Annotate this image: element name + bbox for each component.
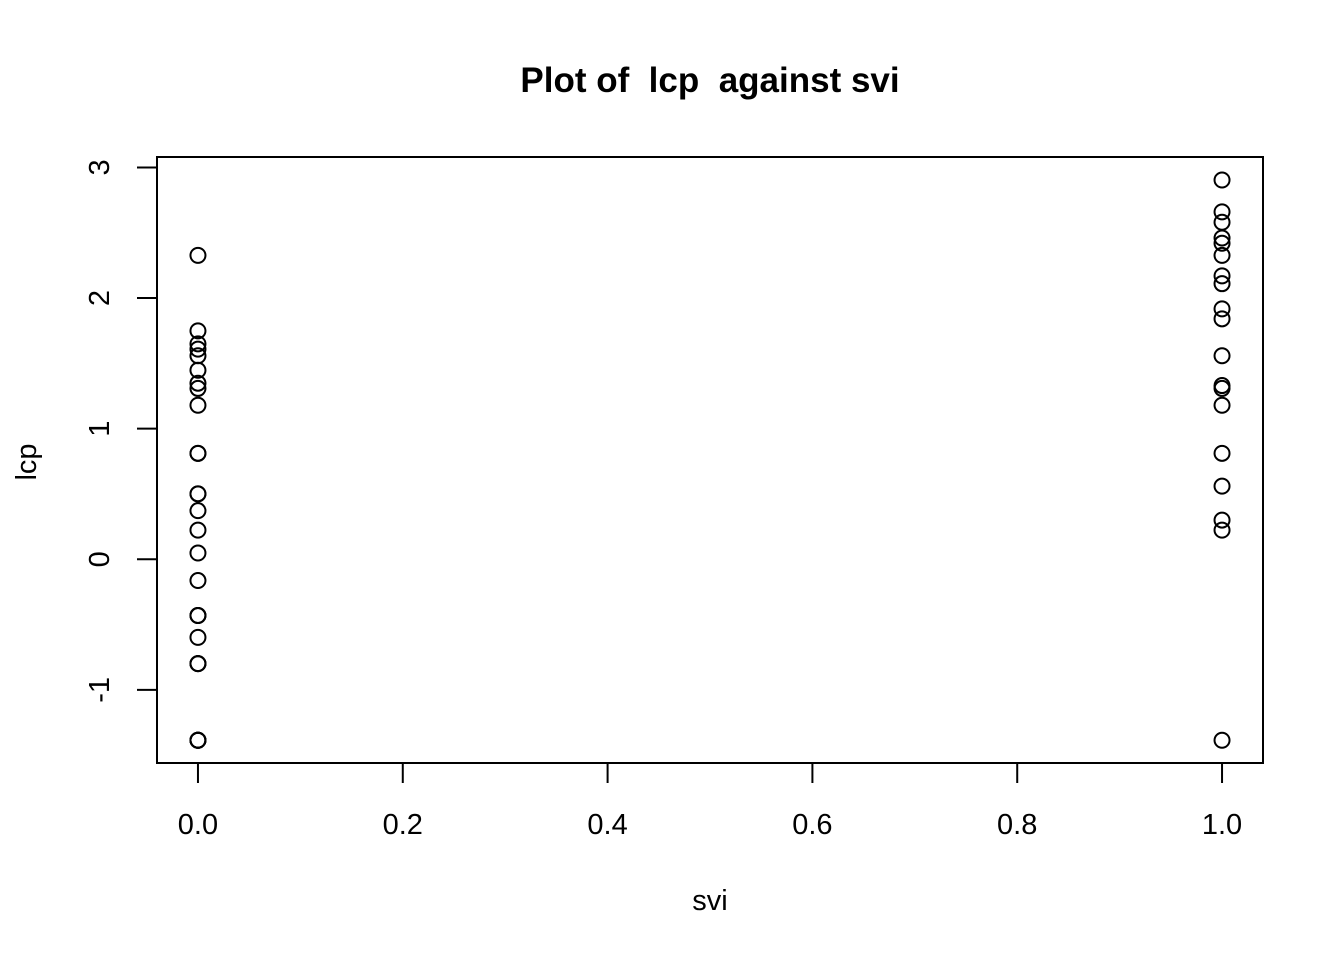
data-point-0-36 <box>1213 377 1231 395</box>
data-point-0-37 <box>1213 347 1231 365</box>
data-point-0-17 <box>189 485 207 503</box>
data-point-0-8 <box>189 628 207 646</box>
y-tick-label-3: 2 <box>84 290 116 306</box>
data-point-0-26 <box>189 335 207 353</box>
y-axis-label: lcp <box>11 443 43 480</box>
x-tick-label-1: 0.2 <box>383 809 423 841</box>
y-tick-label-0: -1 <box>84 677 116 703</box>
x-tick-label-3: 0.6 <box>792 809 832 841</box>
plot-frame <box>156 156 1264 764</box>
chart-title: Plot of lcp against svi <box>520 61 899 100</box>
data-point-0-28 <box>189 246 207 264</box>
data-point-0-38 <box>1213 310 1231 328</box>
x-tick-label-5: 1.0 <box>1202 809 1242 841</box>
data-point-0-39 <box>1213 300 1231 318</box>
data-point-0-4 <box>189 731 207 749</box>
data-point-0-20 <box>189 396 207 414</box>
data-point-0-31 <box>1213 511 1231 529</box>
x-tick-label-4: 0.8 <box>997 809 1037 841</box>
data-point-0-29 <box>1213 731 1231 749</box>
data-points <box>189 171 1231 749</box>
data-point-0-47 <box>1213 171 1231 189</box>
x-tick-label-0: 0.0 <box>178 809 218 841</box>
data-point-0-46 <box>1213 203 1231 221</box>
data-point-0-7 <box>189 655 207 673</box>
y-tick-label-1: 0 <box>84 551 116 567</box>
data-point-0-24 <box>189 347 207 365</box>
x-axis-label: svi <box>692 885 727 917</box>
y-axis: -1 0 1 2 3 <box>84 159 157 703</box>
data-point-0-33 <box>1213 444 1231 462</box>
y-tick-label-4: 3 <box>84 159 116 175</box>
data-point-0-34 <box>1213 396 1231 414</box>
data-point-0-27 <box>189 322 207 340</box>
data-point-0-32 <box>1213 477 1231 495</box>
data-point-0-15 <box>189 502 207 520</box>
x-tick-label-2: 0.4 <box>587 809 627 841</box>
data-point-0-30 <box>1213 521 1231 539</box>
data-point-0-41 <box>1213 267 1231 285</box>
x-axis: 0.0 0.2 0.4 0.6 0.8 1.0 <box>178 763 1242 841</box>
data-point-0-45 <box>1213 213 1231 231</box>
data-point-0-42 <box>1213 246 1231 264</box>
data-point-0-13 <box>189 544 207 562</box>
y-tick-label-2: 1 <box>84 421 116 437</box>
data-point-0-12 <box>189 572 207 590</box>
data-point-0-21 <box>189 379 207 397</box>
data-point-0-19 <box>189 444 207 462</box>
data-point-0-43 <box>1213 234 1231 252</box>
data-point-0-25 <box>189 340 207 358</box>
data-point-0-14 <box>189 521 207 539</box>
data-point-0-22 <box>189 374 207 392</box>
data-point-0-40 <box>1213 275 1231 293</box>
data-point-0-11 <box>189 607 207 625</box>
